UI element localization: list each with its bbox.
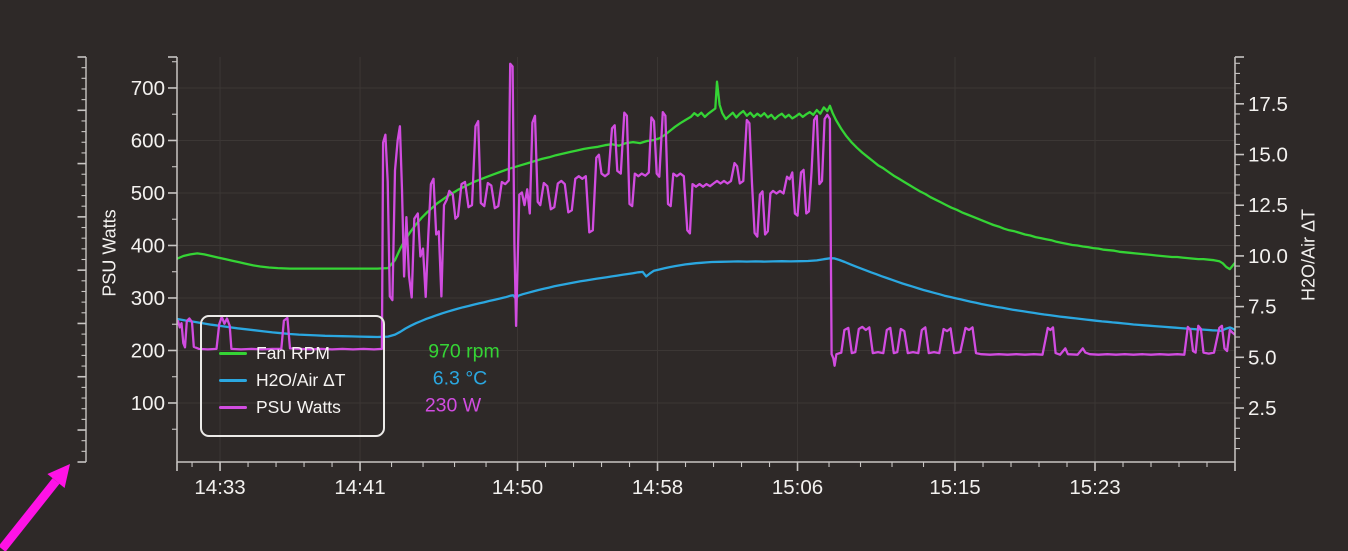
legend-label-h2o-air-dt: H2O/Air ΔT [256,369,346,390]
right-axis-title: H2O/Air ΔT [1298,208,1319,302]
x-axis-tick-label: 15:06 [772,476,823,499]
annotation-layer [0,464,70,551]
y-axis-left-tick-label: 500 [131,182,165,205]
y-axis-right-tick-label: 17.5 [1248,93,1288,116]
legend-box: Fan RPM H2O/Air ΔT PSU Watts [200,315,385,437]
y-axis-left-tick-label: 700 [131,77,165,100]
current-value-fan-rpm: 970 rpm [428,340,500,363]
legend-label-psu-watts: PSU Watts [256,396,341,417]
y-axis-right-tick-label: 12.5 [1248,194,1288,217]
current-value-psu-watts: 230 W [424,394,482,417]
annotation-arrow-shaft [0,478,60,551]
y-axis-right-tick-label: 2.5 [1248,397,1277,420]
y-axis-left-tick-label: 300 [131,287,165,310]
legend-label-fan-rpm: Fan RPM [256,342,330,363]
series-h2o-air-t-line [177,257,1235,339]
x-axis-tick-label: 14:41 [334,476,385,499]
series-fan-rpm-line [177,80,1235,271]
hidden-ruler-axis [77,56,87,463]
axes-layer: 700 600 500 400 300 200 100 17.5 15.0 12.5 10.0 7.5… [131,56,1288,499]
legend-item-h2o-air-dt[interactable]: H2O/Air ΔT [202,367,383,393]
x-axis-tick-label: 14:50 [492,476,543,499]
x-axis-tick-label: 15:15 [929,476,980,499]
x-axis-tick-label: 14:58 [632,476,683,499]
y-axis-left-tick-label: 600 [131,129,165,152]
y-axis-right-tick-label: 5.0 [1248,346,1277,369]
y-axis-right-tick-label: 10.0 [1248,245,1288,268]
y-axis-right-tick-label: 15.0 [1248,144,1288,167]
annotation-arrow-head [47,464,70,488]
y-axis-left-tick-label: 200 [131,339,165,362]
legend-item-psu-watts[interactable]: PSU Watts [202,394,383,420]
left-axis-title: PSU Watts [99,209,120,297]
x-axis-tick-label: 15:23 [1069,476,1120,499]
current-value-h2o-air-dt: 6.3 °C [432,367,488,390]
legend-swatch-h2o-air-dt [219,378,247,382]
series-psu-watts-line [177,62,1235,367]
series-layer [177,62,1235,367]
x-axis-tick-label: 14:33 [194,476,245,499]
y-axis-left-tick-label: 400 [131,234,165,257]
legend-swatch-fan-rpm [219,351,247,355]
legend-item-fan-rpm[interactable]: Fan RPM [202,340,383,366]
y-axis-right-tick-label: 7.5 [1248,296,1277,319]
y-axis-left-tick-label: 100 [131,392,165,415]
legend-swatch-psu-watts [219,405,247,409]
